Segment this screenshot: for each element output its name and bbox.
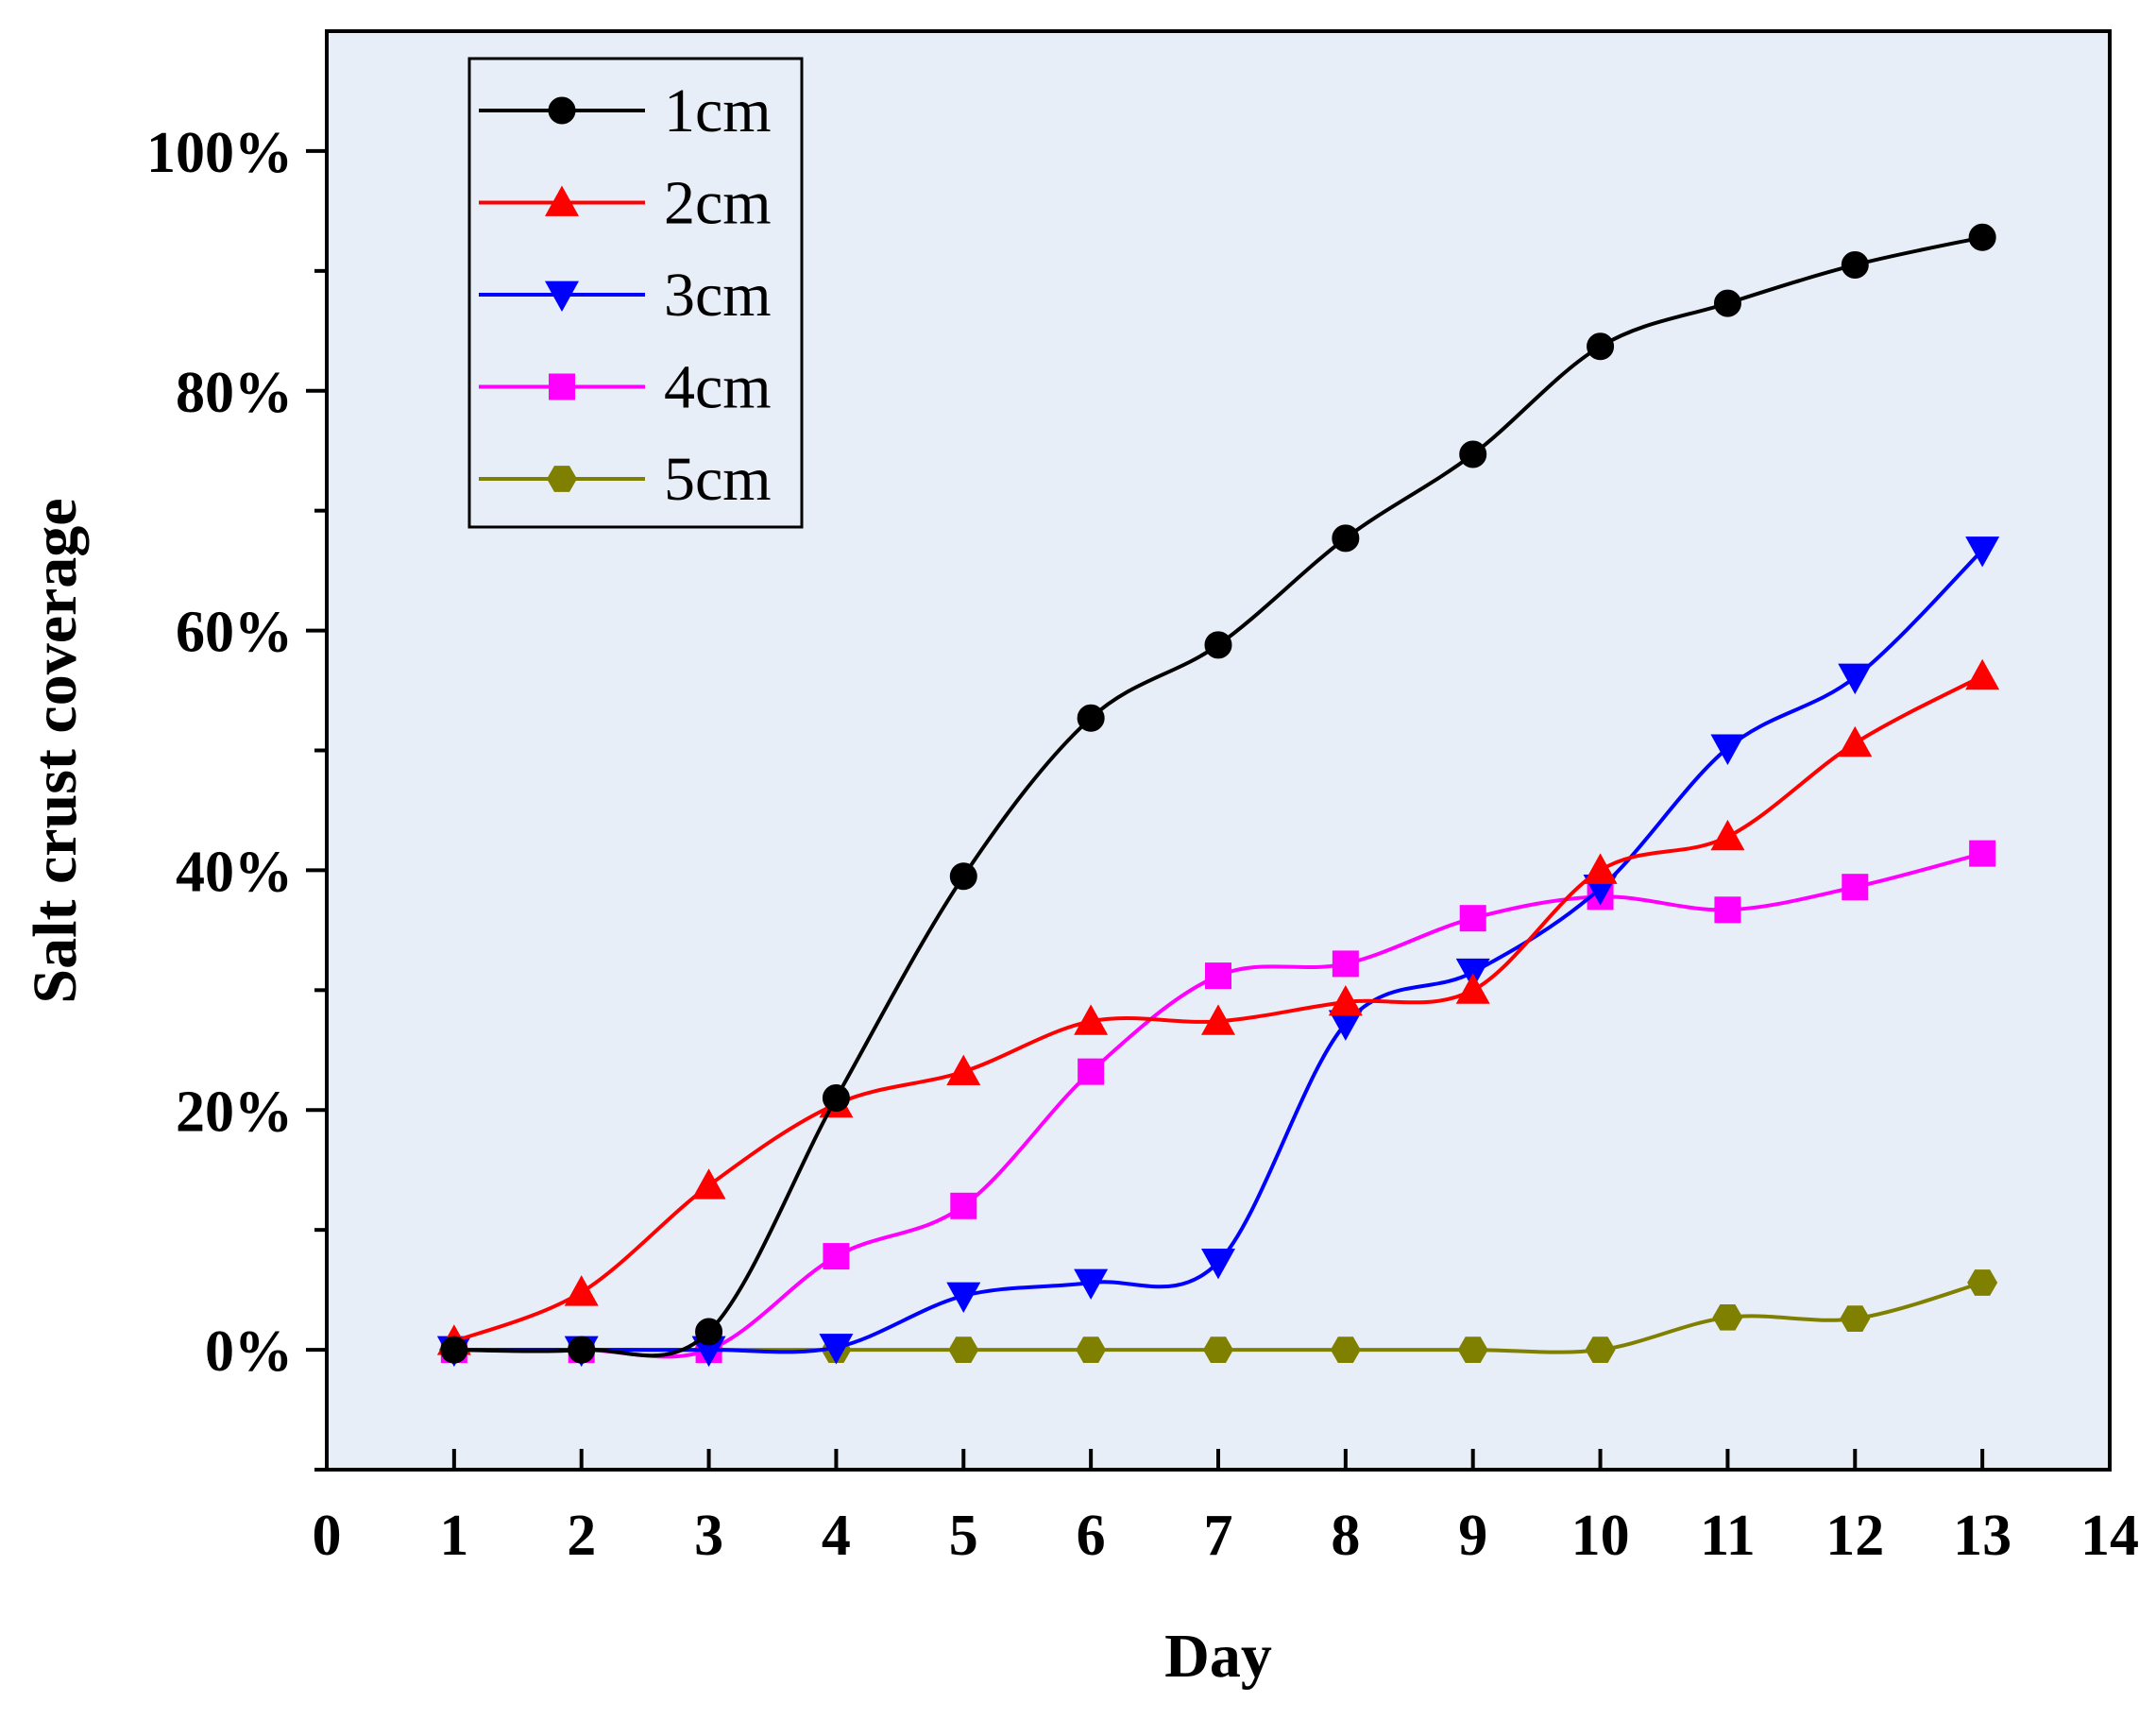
- data-point-3cm-day-12: [1838, 663, 1873, 695]
- axes-layer: 0 1 2 3 4 5 6 7 8 9 10 11 12 13 140%20%40%60%80%100%: [146, 121, 2139, 1568]
- x-tick-label: 12: [1825, 1504, 1884, 1568]
- data-point-3cm-day-13: [1965, 536, 2000, 568]
- x-tick-label: 6: [1077, 1504, 1106, 1568]
- x-tick-label: 13: [1953, 1504, 2012, 1568]
- legend-marker-3cm: [545, 281, 579, 312]
- legend-label-4cm: 4cm: [664, 353, 772, 422]
- y-tick-label: 20%: [176, 1080, 293, 1144]
- data-point-2cm-day-3: [691, 1168, 726, 1200]
- data-point-1cm-day-4: [822, 1084, 850, 1113]
- legend: 1cm 2cm 3cm 4cm 5cm: [467, 57, 804, 529]
- data-point-4cm-day-11: [1714, 896, 1741, 924]
- data-point-5cm-day-5: [948, 1336, 979, 1363]
- x-tick-label: 0: [313, 1504, 342, 1568]
- legend-marker-2cm: [545, 185, 579, 216]
- data-point-2cm-day-13: [1965, 658, 2000, 690]
- plot-area: [327, 31, 2110, 1470]
- data-point-1cm-day-6: [1077, 704, 1105, 732]
- legend-marker-1cm: [548, 96, 576, 125]
- data-point-5cm-day-12: [1840, 1305, 1871, 1332]
- data-point-1cm-day-13: [1968, 223, 1996, 251]
- x-tick-label: 5: [949, 1504, 978, 1568]
- data-point-4cm-day-12: [1842, 874, 1869, 901]
- data-point-2cm-day-10: [1583, 853, 1618, 884]
- data-point-5cm-day-13: [1967, 1269, 1998, 1296]
- data-point-2cm-day-7: [1201, 1004, 1235, 1035]
- legend-label-2cm: 2cm: [664, 169, 772, 238]
- x-tick-label: 11: [1700, 1504, 1756, 1568]
- x-tick-label: 2: [567, 1504, 596, 1568]
- data-point-2cm-day-11: [1710, 819, 1745, 851]
- data-point-1cm-day-9: [1459, 440, 1487, 468]
- data-point-5cm-day-7: [1203, 1336, 1233, 1363]
- data-point-1cm-day-10: [1587, 332, 1615, 361]
- data-point-5cm-day-9: [1457, 1336, 1488, 1363]
- y-axis-title: Salt crust coverage: [21, 498, 90, 1003]
- x-axis-title: Day: [1164, 1622, 1272, 1691]
- x-tick-label: 4: [822, 1504, 851, 1568]
- legend-marker-5cm: [547, 466, 577, 492]
- legend-label-3cm: 3cm: [664, 261, 772, 330]
- data-point-3cm-day-5: [946, 1282, 981, 1313]
- series-layer: [436, 223, 2000, 1368]
- data-point-5cm-day-6: [1076, 1336, 1107, 1363]
- data-point-3cm-day-7: [1201, 1249, 1235, 1280]
- x-tick-label: 9: [1458, 1504, 1487, 1568]
- data-point-1cm-day-5: [949, 862, 977, 891]
- data-point-3cm-day-6: [1074, 1268, 1109, 1301]
- data-point-4cm-day-8: [1332, 950, 1359, 978]
- legend-label-1cm: 1cm: [664, 77, 772, 145]
- data-point-1cm-day-11: [1713, 289, 1741, 317]
- data-point-4cm-day-4: [823, 1243, 850, 1270]
- x-tick-label: 3: [694, 1504, 723, 1568]
- data-point-1cm-day-7: [1204, 631, 1232, 659]
- data-point-2cm-day-8: [1328, 985, 1363, 1016]
- x-tick-label: 10: [1571, 1504, 1630, 1568]
- data-point-4cm-day-9: [1459, 905, 1486, 932]
- data-point-3cm-day-4: [819, 1334, 854, 1365]
- data-point-2cm-day-12: [1838, 725, 1873, 757]
- data-point-4cm-day-13: [1969, 840, 1996, 867]
- data-point-1cm-day-3: [695, 1318, 723, 1346]
- data-point-2cm-day-2: [564, 1275, 599, 1306]
- series-1cm: [440, 223, 1996, 1364]
- y-tick-label: 100%: [146, 121, 293, 185]
- legend-box: [467, 57, 804, 529]
- x-tick-label: 14: [2080, 1504, 2139, 1568]
- data-point-3cm-day-3: [691, 1336, 726, 1368]
- y-tick-label: 80%: [176, 361, 293, 425]
- data-point-5cm-day-11: [1712, 1303, 1743, 1331]
- data-point-1cm-day-1: [440, 1336, 468, 1364]
- y-tick-label: 0%: [205, 1319, 293, 1384]
- data-point-2cm-day-6: [1074, 1004, 1109, 1035]
- y-tick-label: 60%: [176, 601, 293, 665]
- data-point-2cm-day-5: [946, 1054, 981, 1086]
- legend-label-5cm: 5cm: [664, 445, 772, 514]
- y-tick-label: 40%: [176, 840, 293, 904]
- legend-marker-4cm: [549, 373, 575, 400]
- data-point-5cm-day-10: [1585, 1336, 1616, 1363]
- data-point-5cm-day-8: [1330, 1336, 1361, 1363]
- data-point-3cm-day-8: [1328, 1010, 1363, 1041]
- data-point-3cm-day-11: [1710, 734, 1745, 765]
- series-line-1cm: [453, 235, 1983, 1358]
- x-tick-label: 1: [439, 1504, 468, 1568]
- x-tick-label: 7: [1204, 1504, 1233, 1568]
- data-point-2cm-day-9: [1455, 973, 1490, 1004]
- x-tick-label: 8: [1331, 1504, 1360, 1568]
- data-point-1cm-day-2: [568, 1336, 596, 1364]
- data-point-4cm-day-7: [1205, 962, 1231, 990]
- data-point-1cm-day-8: [1332, 524, 1360, 553]
- data-point-4cm-day-6: [1078, 1058, 1105, 1085]
- data-point-4cm-day-5: [950, 1192, 977, 1219]
- data-point-1cm-day-12: [1841, 250, 1869, 279]
